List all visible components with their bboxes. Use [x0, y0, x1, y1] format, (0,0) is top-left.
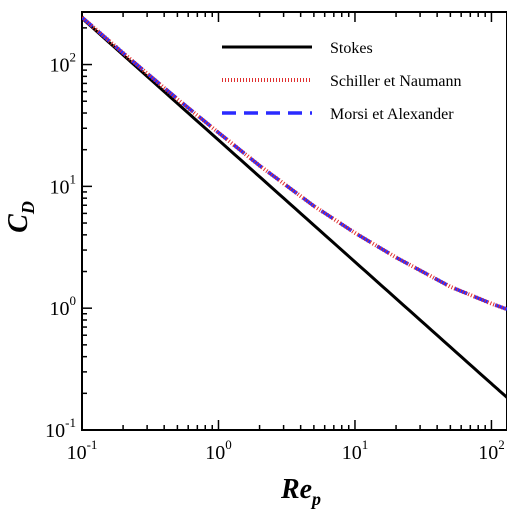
plot-frame [81, 11, 507, 431]
x-tick-label-exponent: -1 [87, 437, 98, 452]
y-tick-label-base: 10 [45, 420, 65, 442]
x-tick-label-base: 10 [342, 442, 362, 464]
x-axis-label-base: Re [280, 474, 312, 505]
y-tick-label: 102 [50, 50, 77, 77]
legend-label: Schiller et Naumann [330, 73, 462, 90]
legend-label: Stokes [330, 40, 373, 57]
series-line-schiller-et-naumann [82, 15, 507, 312]
x-axis-label: Rep [280, 474, 321, 509]
series-line-morsi-et-alexander [82, 15, 507, 311]
x-tick-label-base: 10 [205, 442, 225, 464]
x-tick-label-exponent: 1 [362, 437, 369, 452]
y-tick-label-exponent: 1 [70, 171, 77, 186]
series-lines [82, 15, 507, 399]
y-tick-label: 100 [50, 293, 77, 320]
y-tick-label-exponent: 2 [70, 50, 77, 65]
x-tick-label: 10-1 [67, 437, 98, 464]
y-tick-label-base: 10 [50, 298, 70, 320]
y-tick-label-base: 10 [50, 176, 70, 198]
x-tick-label-base: 10 [67, 442, 87, 464]
y-tick-label-exponent: -1 [65, 415, 76, 430]
x-tick-label-base: 10 [478, 442, 498, 464]
x-tick-label-exponent: 0 [225, 437, 232, 452]
x-tick-label-exponent: 2 [498, 437, 505, 452]
x-tick-label: 100 [205, 437, 232, 464]
series-line-stokes [82, 17, 507, 399]
y-axis-label-subscript: D [18, 201, 38, 215]
legend: Stokes Schiller et Naumann Morsi et Alexan… [222, 40, 462, 123]
plot-area [81, 11, 507, 431]
y-axis-label: CD [3, 201, 38, 233]
y-tick-label-exponent: 0 [70, 293, 77, 308]
legend-label: Morsi et Alexander [330, 106, 454, 123]
y-axis-label-base: C [3, 214, 34, 233]
x-axis-label-subscript: p [310, 489, 321, 509]
x-tick-label: 101 [342, 437, 369, 464]
y-tick-label: 101 [50, 171, 77, 198]
y-tick-label-base: 10 [50, 55, 70, 77]
y-tick-label: 10-1 [45, 415, 76, 442]
x-tick-label: 102 [478, 437, 505, 464]
